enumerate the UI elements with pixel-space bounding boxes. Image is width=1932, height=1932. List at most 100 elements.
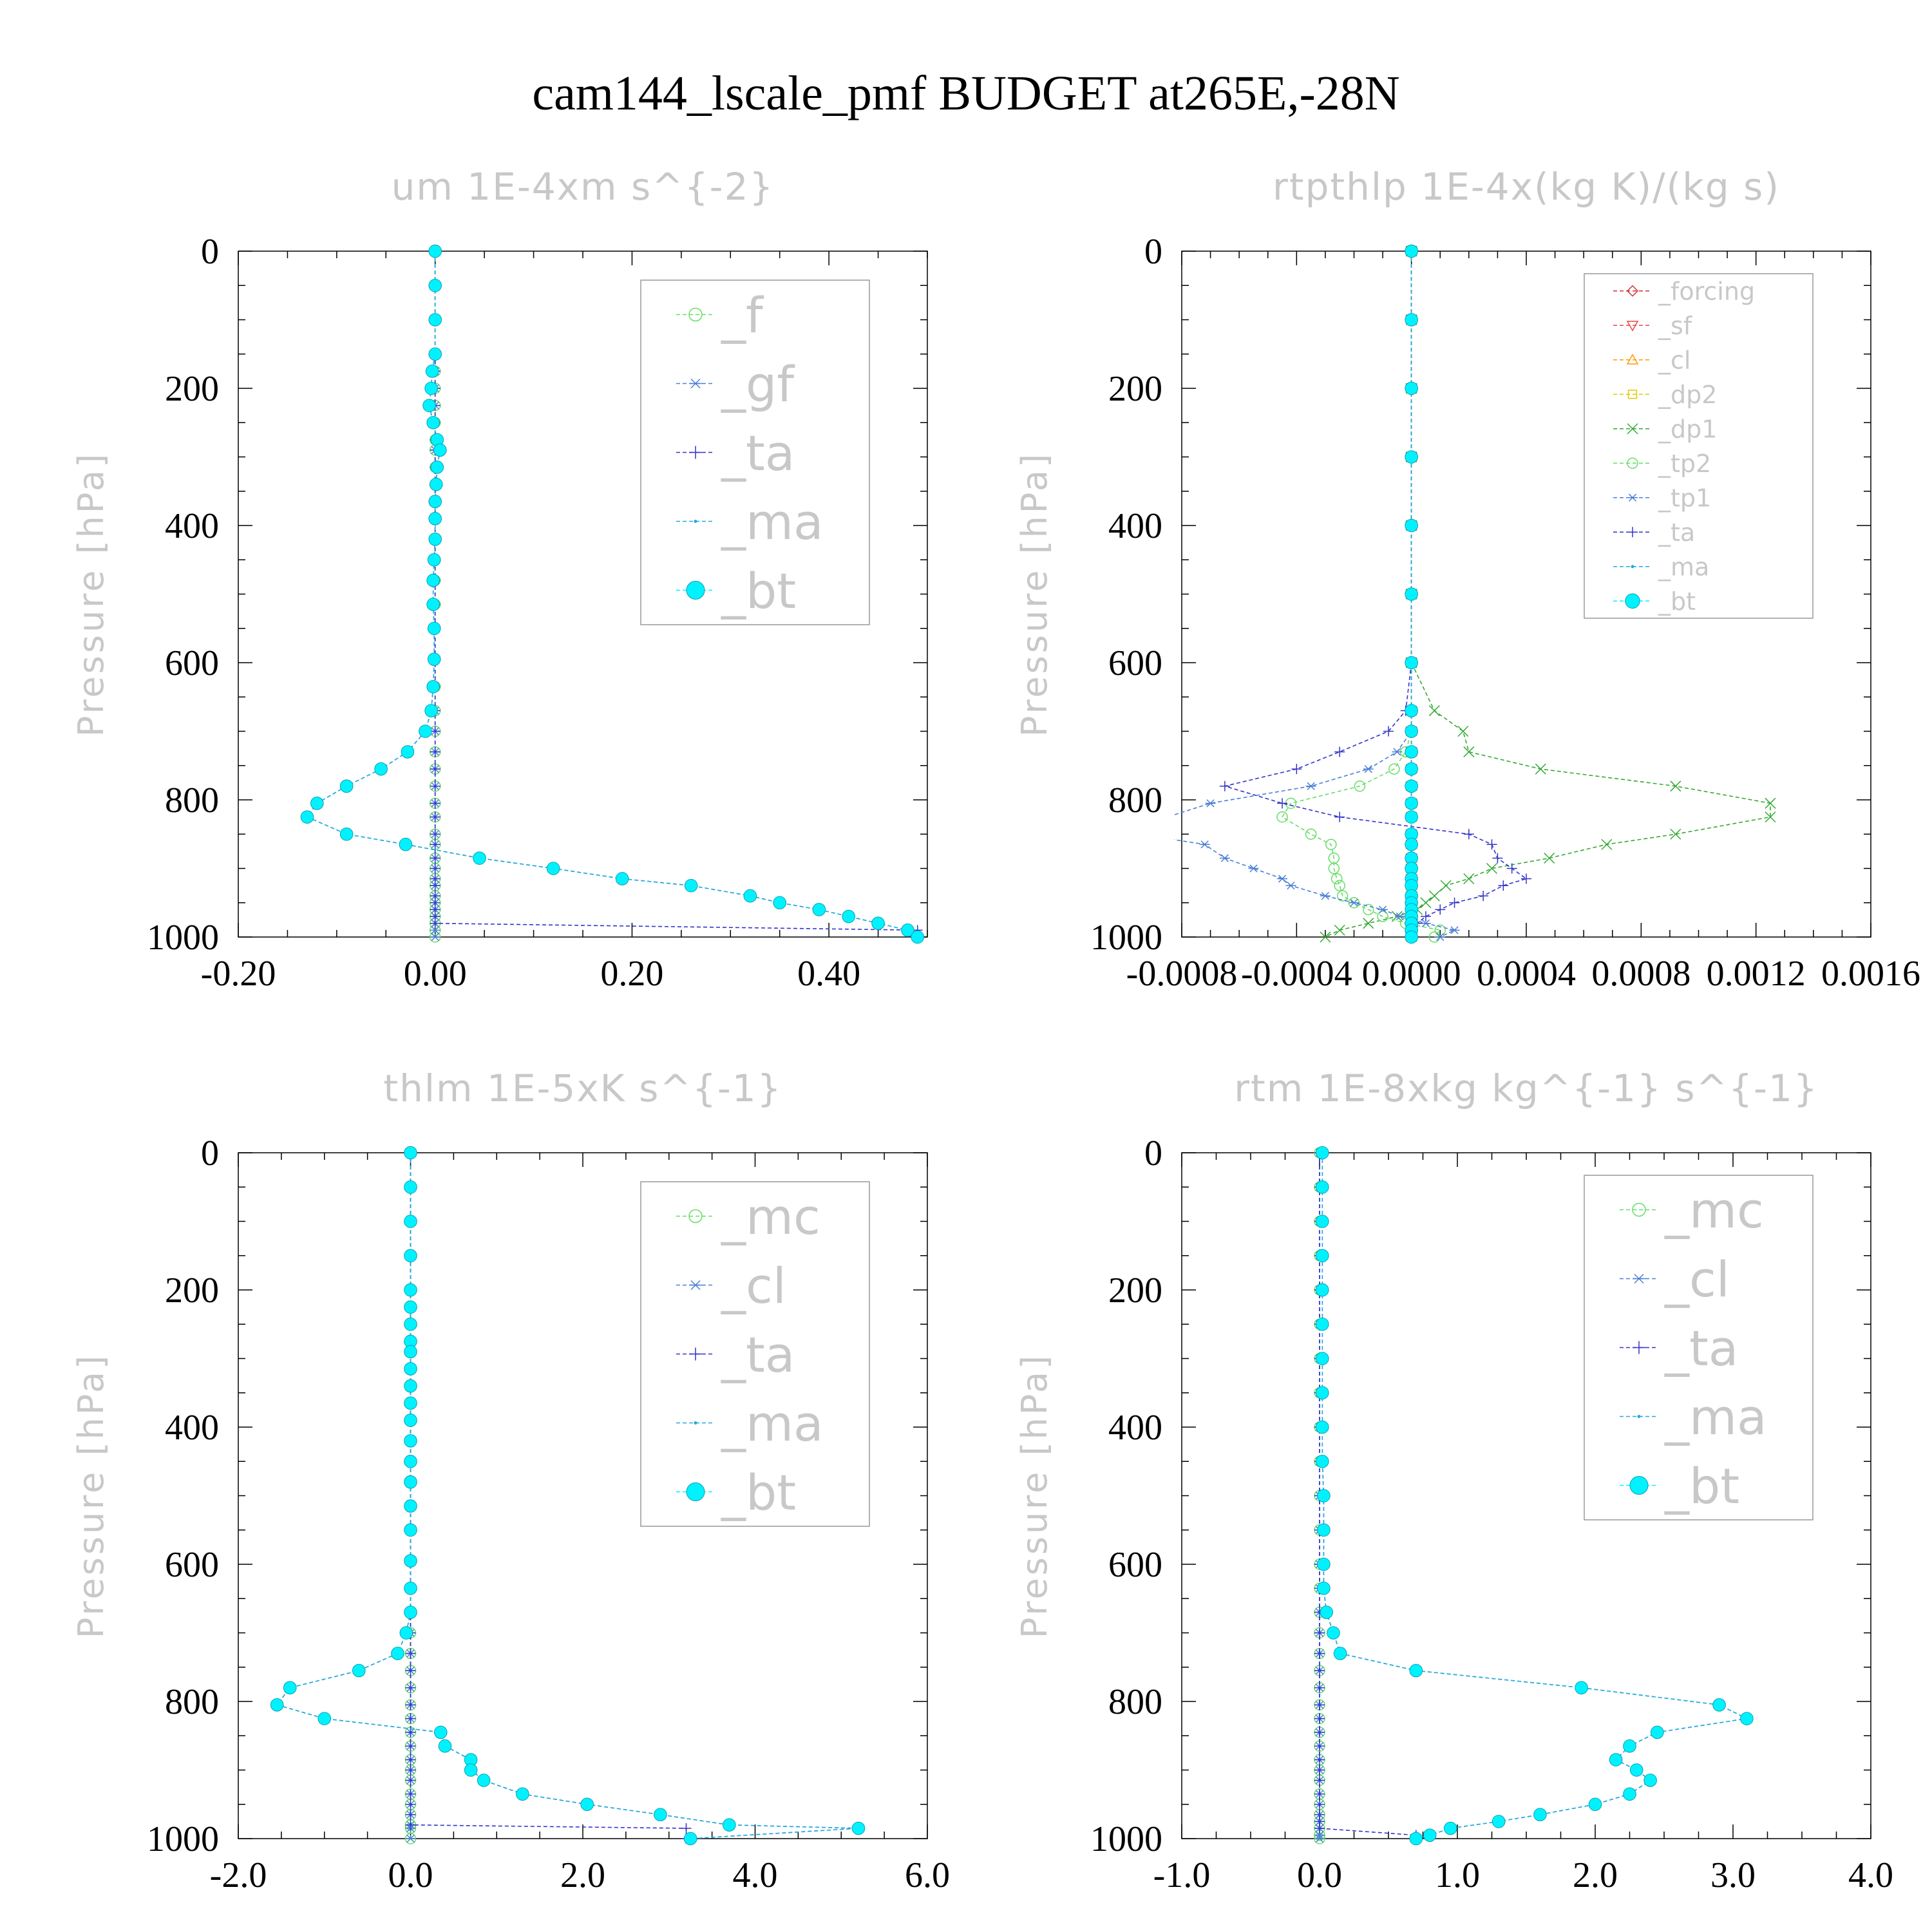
legend-marker_ma [694, 1421, 697, 1425]
data-point_bt [1405, 724, 1418, 738]
legend-label_ta: _ta [1658, 518, 1695, 547]
plot-area [1174, 244, 1776, 944]
data-point_ta [405, 1700, 416, 1710]
data-point_ta [430, 829, 440, 840]
legend-label_ta: _ta [721, 1326, 795, 1383]
series_ta [405, 1148, 692, 1844]
legend: _forcing _sf _cl _dp2 _dp1 _tp2 _tp1 _ta _ma _bt [1584, 273, 1814, 619]
data-point_bt [1575, 1681, 1588, 1694]
data-point_bt [1405, 656, 1418, 670]
x-tick-label: -0.0004 [1241, 954, 1352, 994]
legend-marker_ma [694, 520, 697, 523]
data-point_ta [405, 1648, 416, 1659]
legend-marker_bt [1625, 593, 1640, 609]
data-point_ta [1291, 764, 1302, 775]
data-point_bt [911, 930, 925, 944]
y-tick-label: 200 [1108, 1271, 1162, 1311]
series_ta [1219, 246, 1531, 942]
data-point_bt [1405, 779, 1418, 793]
data-point_tp1 [1363, 764, 1374, 773]
legend-label_bt: _bt [721, 562, 796, 620]
x-tick-label: -0.0008 [1126, 954, 1238, 994]
data-point_ta [1463, 829, 1474, 840]
data-point_bt [546, 862, 560, 875]
x-tick-label: 4.0 [733, 1855, 778, 1895]
legend-marker_bt [686, 581, 705, 600]
data-point_bt [1405, 762, 1418, 776]
legend: _f _gf _ta _ma _bt [640, 279, 870, 625]
x-tick-label: 0.0 [1297, 1855, 1342, 1895]
data-point_bt [1629, 1763, 1643, 1777]
data-point_ta [430, 746, 440, 757]
data-point_bt [1315, 1283, 1329, 1297]
data-point_bt [270, 1698, 284, 1712]
chart-panel-4: rtm 1E-8xkg kg^{-1} s^{-1} Pressure [hPa]… [1014, 1066, 1893, 1895]
data-point_bt [404, 1605, 417, 1619]
data-point_bt [339, 827, 354, 841]
data-point_bt [477, 1774, 491, 1787]
data-point_ta [1314, 1648, 1325, 1659]
data-point_dp1 [1428, 890, 1440, 902]
legend-box [1584, 273, 1814, 619]
data-point_bt [1315, 1420, 1329, 1434]
legend-label_ma: _ma [721, 1395, 824, 1452]
data-point_bt [1315, 1352, 1329, 1365]
legend-marker_forcing [1626, 285, 1639, 297]
data-point_ta [1383, 726, 1394, 737]
data-point_bt [1405, 837, 1418, 851]
data-point_tp1 [1394, 912, 1405, 921]
data-point_gf [430, 933, 440, 942]
data-point_bt [1405, 518, 1418, 533]
series-line_dp1 [1325, 251, 1771, 938]
figure-title: cam144_lscale_pmf BUDGET at265E,-28N [532, 66, 1399, 120]
data-point_ta [430, 781, 440, 791]
data-point_dp1 [1420, 897, 1432, 909]
data-point_bt [1405, 381, 1418, 395]
data-point_dp1 [1544, 852, 1555, 864]
data-point_bt [428, 533, 442, 546]
data-point_bt [404, 1345, 417, 1359]
data-point_dp1 [1440, 880, 1452, 891]
data-point_tp1 [1277, 875, 1288, 883]
legend-label_bt: _bt [1664, 1457, 1739, 1515]
legend-marker_ta [1633, 1341, 1645, 1354]
data-point_ta [1521, 873, 1531, 884]
data-point_bt [430, 460, 444, 474]
data-point_tp2 [1334, 880, 1345, 891]
data-point_ta [1314, 1799, 1325, 1810]
data-point_bt [1409, 1832, 1423, 1846]
x-tick-label: 6.0 [905, 1855, 950, 1895]
data-point_bt [427, 553, 441, 567]
data-point_dp1 [1670, 828, 1681, 840]
data-point_ta [1498, 880, 1509, 891]
data-point_bt [317, 1712, 332, 1725]
data-point_tp2 [1377, 911, 1388, 922]
data-point_bt [723, 1818, 736, 1832]
data-point_bt [842, 909, 856, 923]
data-point_bt [1609, 1753, 1623, 1766]
data-point_bt [773, 896, 787, 910]
data-point_ta [1277, 798, 1288, 809]
data-point_tp2 [1336, 890, 1349, 902]
legend-marker_bt [686, 1482, 705, 1501]
data-point_bt [422, 399, 436, 412]
x-tick-label: 0.0 [388, 1855, 433, 1895]
data-point_bt [424, 381, 438, 395]
data-point_bt [427, 652, 441, 666]
data-point_ta [405, 1682, 416, 1693]
data-point_ta [405, 1799, 416, 1810]
data-point_ta [1478, 891, 1489, 902]
data-point_bt [401, 745, 415, 759]
legend-box [640, 279, 870, 625]
data-point_bt [1623, 1787, 1636, 1801]
y-tick-label: 200 [165, 1271, 219, 1311]
data-point_dp1 [1363, 918, 1374, 929]
legend-label_forcing: _forcing [1658, 277, 1755, 305]
data-point_bt [404, 1215, 417, 1228]
series_tp2 [1276, 245, 1446, 943]
data-point_bt [404, 1146, 417, 1160]
data-point_bt [1405, 313, 1418, 327]
data-point_ta [1314, 1682, 1325, 1693]
plot-frame [238, 1152, 928, 1839]
